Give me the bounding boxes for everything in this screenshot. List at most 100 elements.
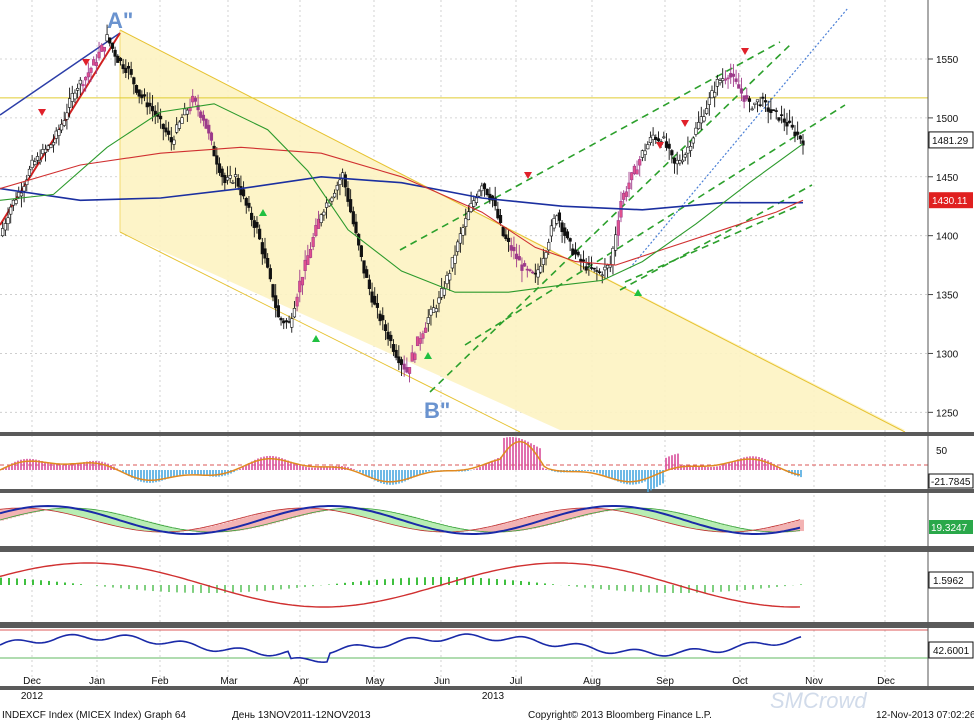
sell-marker-2 bbox=[741, 48, 749, 55]
panel1-bar bbox=[380, 470, 382, 484]
x-year-label-0: 2012 bbox=[21, 691, 44, 702]
candle-body bbox=[766, 107, 770, 112]
candle-body bbox=[124, 67, 128, 73]
panel1-label-top: 50 bbox=[936, 446, 948, 457]
panel2-cloud bbox=[20, 508, 24, 516]
candle-body bbox=[672, 157, 677, 164]
panel2-cloud bbox=[568, 509, 572, 520]
panel2-cloud bbox=[516, 519, 520, 532]
panel2-cloud bbox=[736, 527, 740, 533]
panel2-cloud bbox=[436, 523, 440, 533]
candle-body bbox=[683, 154, 687, 158]
panel2-cloud bbox=[228, 521, 232, 532]
x-tick-label-2: Feb bbox=[151, 676, 169, 687]
candle-body bbox=[785, 122, 789, 127]
panel2-blue-line bbox=[0, 504, 801, 535]
panel3-bar bbox=[200, 585, 202, 593]
panel2-cloud bbox=[60, 508, 64, 513]
panel1-bar bbox=[251, 461, 253, 470]
candle-body bbox=[177, 121, 181, 129]
candle-body bbox=[134, 85, 139, 93]
candle-body bbox=[466, 211, 471, 221]
candle-body bbox=[801, 140, 805, 146]
panel1-bar bbox=[107, 463, 109, 470]
panel1-bar bbox=[65, 465, 67, 470]
panel3-bar bbox=[72, 583, 74, 585]
candle-body bbox=[35, 156, 40, 161]
panel1-bar bbox=[494, 459, 496, 470]
candle-body bbox=[295, 296, 299, 307]
candle-body bbox=[630, 172, 634, 181]
panel1-bar bbox=[383, 470, 385, 485]
panel2-cloud bbox=[492, 526, 496, 533]
y-tick-label-5: 1500 bbox=[936, 114, 959, 125]
panel1-bar bbox=[386, 470, 388, 485]
candle-body bbox=[142, 94, 147, 97]
panel3-bar bbox=[632, 585, 634, 592]
x-tick-label-5: May bbox=[366, 676, 385, 687]
panel2-cloud bbox=[720, 523, 724, 533]
panel2-cloud bbox=[704, 519, 708, 531]
panel2-cloud bbox=[580, 508, 584, 517]
candle-body bbox=[233, 174, 238, 178]
candle-body bbox=[536, 269, 540, 278]
panel1-bar bbox=[689, 465, 691, 470]
panel1-bar bbox=[356, 470, 358, 471]
panel1-bar bbox=[653, 470, 655, 489]
candle-body bbox=[260, 242, 264, 255]
panel3-bar bbox=[160, 585, 162, 592]
panel1-bar bbox=[641, 470, 643, 483]
panel1-bar bbox=[575, 470, 577, 472]
panel1-bar bbox=[773, 463, 775, 470]
panel2-cloud bbox=[744, 528, 748, 532]
candle-body bbox=[779, 114, 784, 116]
panel1-bar bbox=[260, 457, 262, 470]
candle-body bbox=[474, 197, 479, 203]
candle-body bbox=[19, 192, 24, 197]
candle-body bbox=[587, 263, 591, 265]
panel1-bar bbox=[428, 470, 430, 472]
footer-copyright: Copyright© 2013 Bloomberg Finance L.P. bbox=[528, 710, 712, 721]
candle-body bbox=[584, 266, 588, 271]
panel2-cloud bbox=[424, 519, 428, 532]
panel2-cloud bbox=[728, 525, 732, 533]
candle-body bbox=[391, 344, 396, 352]
footer: INDEXCF Index (MICEX Index) Graph 64 Ден… bbox=[2, 688, 974, 721]
candle-body bbox=[686, 146, 690, 154]
panel3-bar bbox=[400, 578, 402, 585]
candle-body bbox=[65, 112, 69, 120]
candle-body bbox=[485, 188, 489, 195]
x-tick-label-0: Dec bbox=[23, 676, 41, 687]
green-channel-1 bbox=[399, 41, 781, 251]
panel3-bar bbox=[144, 585, 146, 591]
panel2-cloud bbox=[320, 508, 324, 512]
candle-body bbox=[180, 117, 184, 124]
candle-body bbox=[667, 143, 671, 149]
panel3-bar bbox=[576, 585, 578, 587]
panel1-bar bbox=[98, 461, 100, 470]
candle-body bbox=[472, 200, 476, 207]
panel3-bar bbox=[592, 585, 594, 589]
candle-body bbox=[43, 148, 48, 153]
panel2-cloud bbox=[276, 510, 280, 523]
panel3-bar bbox=[208, 585, 210, 593]
panel2-cloud bbox=[792, 521, 796, 532]
panel1-label-value: -21.7845 bbox=[931, 477, 971, 488]
panel2-cloud bbox=[592, 508, 596, 514]
candle-body bbox=[501, 226, 505, 237]
candle-body bbox=[407, 367, 412, 374]
axes: 1250 1300 1350 1400 1450 1500 1550 1481.29 1430.… bbox=[21, 0, 974, 702]
panel-separator-3 bbox=[0, 622, 974, 628]
panel1-bar bbox=[551, 470, 553, 472]
panel3-bar bbox=[256, 585, 258, 592]
candle-body bbox=[86, 72, 90, 78]
panel2-cloud bbox=[768, 527, 772, 533]
panel3-bar bbox=[784, 585, 786, 587]
panel1-bar bbox=[518, 438, 520, 470]
panel1-bar bbox=[35, 459, 37, 470]
panel1-bar bbox=[521, 439, 523, 470]
candle-body bbox=[493, 197, 497, 207]
panel1-bar bbox=[140, 470, 142, 482]
candle-body bbox=[788, 120, 792, 123]
